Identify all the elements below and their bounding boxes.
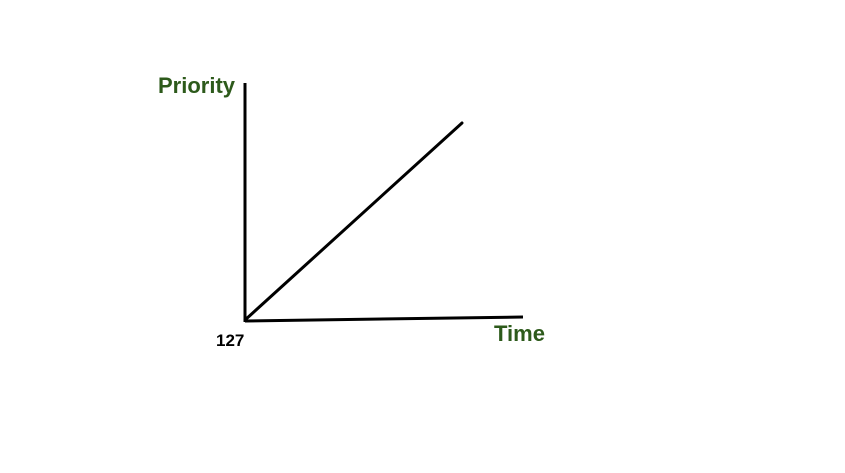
series-line <box>243 121 464 322</box>
y-axis-label: Priority <box>158 73 236 98</box>
x-axis-label: Time <box>494 321 545 346</box>
x-axis <box>244 315 524 323</box>
y-tick-label-origin: 127 <box>216 331 244 350</box>
